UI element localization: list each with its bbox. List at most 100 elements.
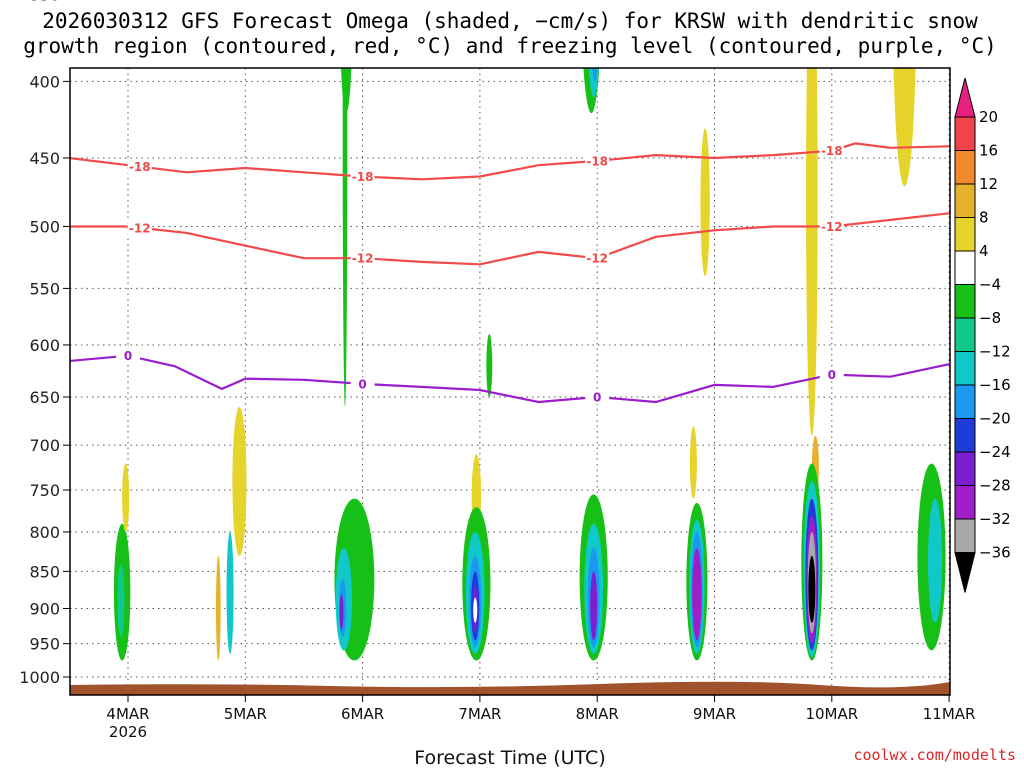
contour-label-bg-dgz-minus18-1 [350,169,375,184]
contour-label-bg-freezing-0-1 [350,376,375,391]
y-tick-label-1000: 1000 [19,668,60,687]
contour-label-bg-freezing-0-2 [585,389,610,404]
x-tick-label-8MAR: 8MAR [576,705,619,723]
omega-d4-p [590,571,598,641]
omega-d0-y [122,463,130,532]
y-tick-label-650: 650 [29,388,60,407]
x-tick-label-11MAR: 11MAR [923,705,976,723]
x-axis-year-label: 2026 [109,723,147,741]
contour-label-dgz-minus18-2: -18 [586,154,608,168]
colorbar-swatch-4 [954,217,976,252]
contour-label-bg-dgz-minus12-3 [819,219,844,234]
omega-d5-y [700,128,710,277]
colorbar-label-13: −36 [979,544,1011,562]
x-tick-label-4MAR: 4MAR [106,705,149,723]
colorbar-swatch-13 [954,518,976,553]
y-tick-label-800: 800 [29,523,60,542]
contour-label-dgz-minus12-0: -12 [129,221,151,235]
omega-d6-k [808,555,816,623]
contour-label-bg-dgz-minus18-0 [127,159,152,174]
omega-d1-y [232,406,247,556]
contour-label-bg-dgz-minus12-1 [350,251,375,266]
colorbar: 20 16 12 8 4 −4 −8 −12 −16 −20 −24 −28 −32 −36 [954,77,1011,593]
contour-label-dgz-minus18-0: -18 [129,160,151,174]
contour-freezing-0 [70,354,950,404]
colorbar-swatch-6 [954,284,976,319]
colorbar-swatch-9 [954,384,976,419]
colorbar-label-0: 20 [979,108,998,126]
contour-label-bg-dgz-minus12-0 [127,220,152,235]
omega-d1-o [215,555,221,661]
x-tick-label-7MAR: 7MAR [458,705,501,723]
contour-label-bg-freezing-0-0 [116,348,140,363]
omega-d5-yl [689,426,697,499]
omega-d2-gwide [341,68,352,114]
chart-title-line-2: growth region (contoured, red, °C) and f… [23,34,997,58]
contour-label-bg-dgz-minus18-2 [585,153,610,168]
omega-d5-p [692,548,702,641]
y-tick-label-550: 550 [29,279,60,298]
colorbar-swatch-1 [954,116,976,151]
omega-d3-gs [486,334,493,397]
colorbar-label-5: −4 [979,276,1001,294]
colorbar-swatch-7 [954,317,976,352]
colorbar-label-1: 16 [979,142,998,160]
omega-d0-t [117,563,125,637]
y-tick-label-750: 750 [29,481,60,500]
omega-d7-t [927,498,943,623]
y-tick-label-400: 400 [29,72,60,91]
chart-title-line-1: 2026030312 GFS Forecast Omega (shaded, −… [42,9,978,33]
x-tick-label-5MAR: 5MAR [224,705,267,723]
contour-label-freezing-0-2: 0 [593,390,601,404]
y-tick-label-850: 850 [29,562,60,581]
y-tick-label-450: 450 [29,149,60,168]
y-tick-label-500: 500 [29,217,60,236]
contour-label-dgz-minus12-3: -12 [821,220,843,234]
contour-label-bg-dgz-minus12-2 [585,251,610,266]
omega-d7-y [893,68,916,187]
contour-label-dgz-minus12-1: -12 [352,252,374,266]
contour-label-bg-dgz-minus18-3 [819,143,844,158]
colorbar-label-10: −24 [979,443,1011,461]
colorbar-top-arrow [954,77,976,118]
contour-label-freezing-0-3: 0 [828,368,836,382]
contour-label-dgz-minus12-2: -12 [586,252,608,266]
omega-d4-bu [592,68,598,82]
colorbar-swatch-2 [954,150,976,185]
colorbar-swatch-3 [954,183,976,218]
colorbar-swatch-10 [954,418,976,453]
x-axis-ticks: 4MAR 5MAR 6MAR 7MAR 8MAR 9MAR 10MAR 11MAR [106,695,975,723]
colorbar-label-12: −32 [979,510,1011,528]
colorbar-label-9: −20 [979,410,1011,428]
contour-label-freezing-0-0: 0 [124,349,132,363]
temperature-contours: -18 -18 -18 -18 -12 -12 -12 -12 0 0 0 0 [70,142,950,404]
colorbar-label-6: −8 [979,309,1001,327]
colorbar-bottom-arrow [954,552,976,593]
x-tick-label-9MAR: 9MAR [693,705,736,723]
colorbar-label-11: −28 [979,477,1011,495]
colorbar-swatch-11 [954,451,976,486]
contour-label-bg-freezing-0-3 [819,367,844,382]
ground-terrain [70,681,950,695]
colorbar-label-7: −12 [979,343,1011,361]
contour-dgz-minus12 [70,212,950,266]
source-credit: coolwx.com/modelts [853,746,1016,764]
x-tick-label-10MAR: 10MAR [805,705,858,723]
omega-d2-p [339,593,344,630]
y-tick-label-700: 700 [29,436,60,455]
y-tick-label-350: 350 [29,0,60,5]
y-tick-label-900: 900 [29,600,60,619]
omega-d2-gtall [342,68,348,407]
colorbar-swatch-8 [954,351,976,386]
omega-d6-y [805,68,818,436]
colorbar-swatch-12 [954,485,976,520]
colorbar-label-3: 8 [979,209,989,227]
y-tick-label-600: 600 [29,336,60,355]
y-axis-ticks: 2503003504004505005506006507007508008509… [19,0,70,687]
contour-label-dgz-minus18-1: -18 [352,170,374,184]
contour-label-freezing-0-1: 0 [358,377,366,391]
omega-d3-core [473,597,478,623]
colorbar-label-2: 12 [979,175,998,193]
plot-frame [69,67,951,696]
